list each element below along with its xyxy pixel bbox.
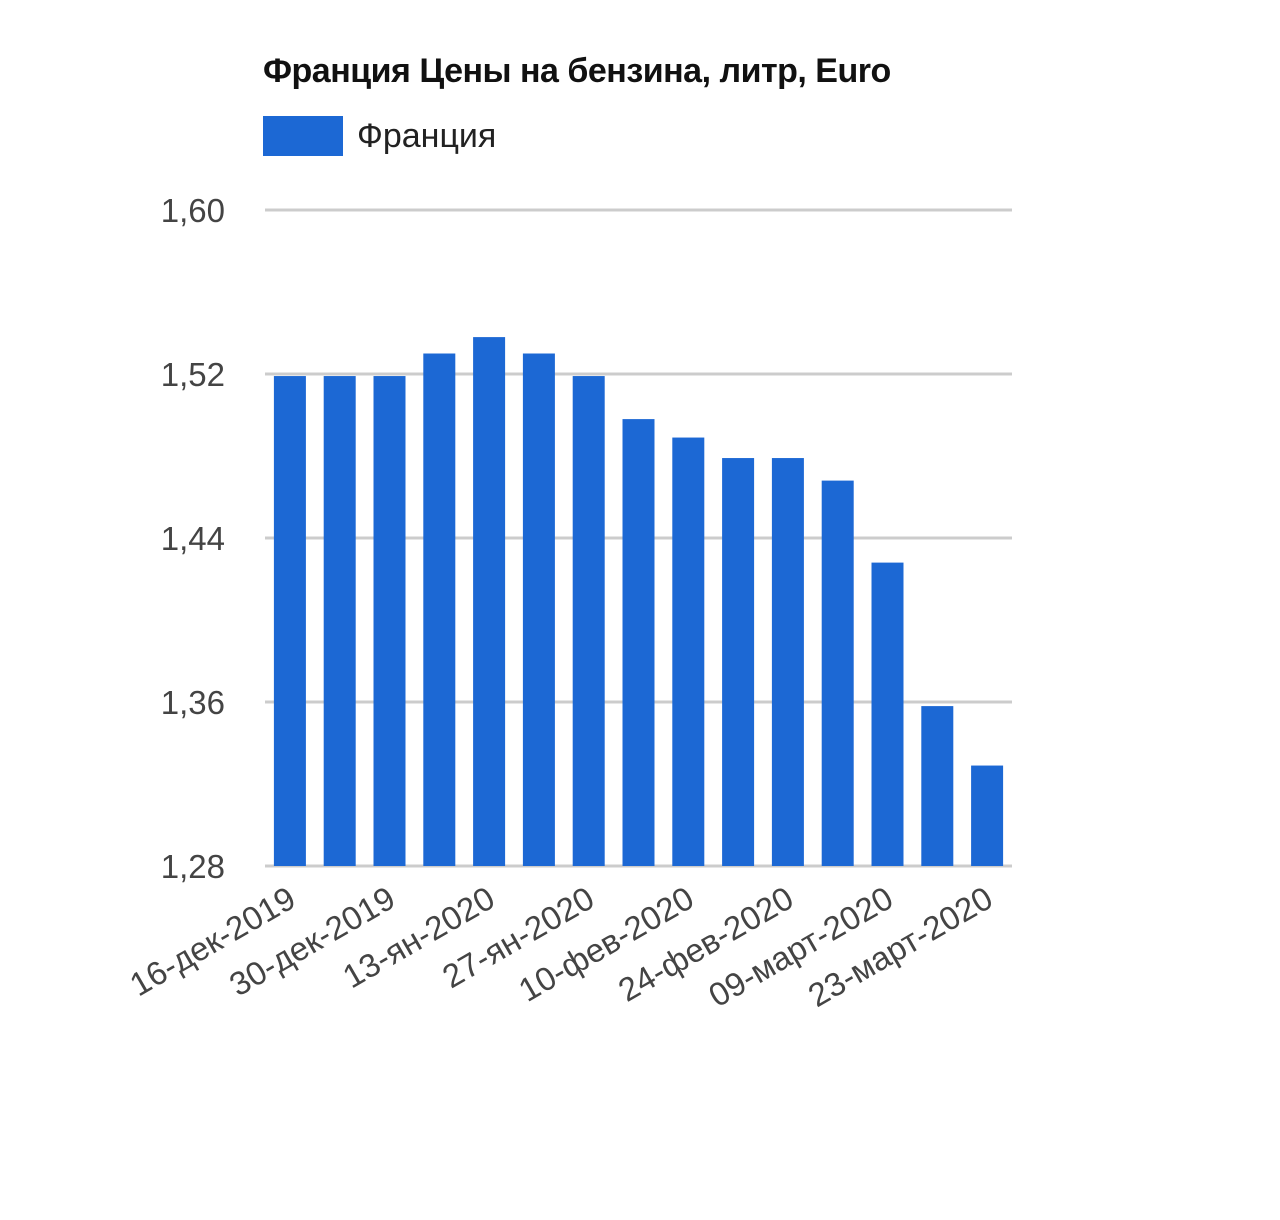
bar xyxy=(771,458,804,866)
bar xyxy=(373,376,406,866)
legend-label: Франция xyxy=(357,116,497,155)
y-tick-label: 1,44 xyxy=(161,520,225,557)
bar xyxy=(323,376,356,866)
bar xyxy=(821,480,854,866)
bar xyxy=(672,437,705,866)
bar xyxy=(921,706,954,866)
bar xyxy=(971,765,1004,866)
chart-title: Франция Цены на бензина, литр, Euro xyxy=(263,52,891,90)
bar xyxy=(572,376,605,866)
y-tick-label: 1,60 xyxy=(161,192,225,229)
y-tick-label: 1,28 xyxy=(161,848,225,885)
legend-swatch xyxy=(263,116,343,156)
bar xyxy=(522,353,555,866)
bar xyxy=(871,562,904,866)
y-tick-label: 1,36 xyxy=(161,684,225,721)
bar xyxy=(473,337,506,867)
bar xyxy=(722,458,755,866)
bar xyxy=(423,353,456,866)
bar xyxy=(622,419,655,866)
bar xyxy=(273,376,306,866)
y-tick-label: 1,52 xyxy=(161,356,225,393)
legend: Франция xyxy=(263,116,496,156)
